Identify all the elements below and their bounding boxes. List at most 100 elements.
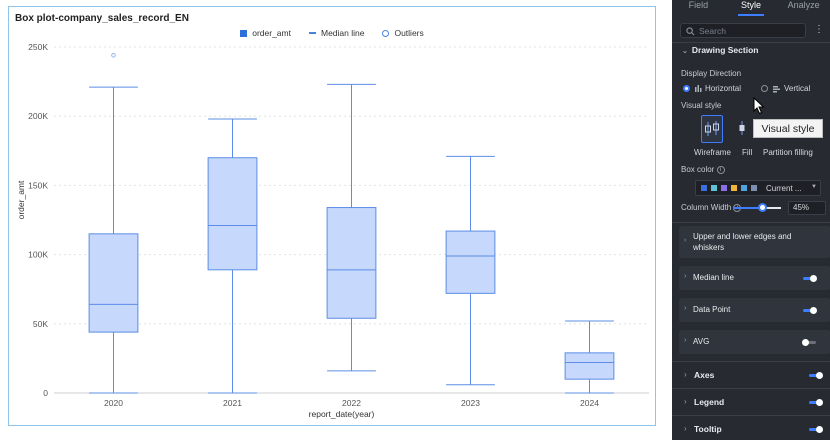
- group-data-point[interactable]: › Data Point: [679, 298, 830, 322]
- group-label: Median line: [693, 273, 734, 282]
- visual-style-fill[interactable]: [736, 115, 758, 143]
- slider-thumb[interactable]: [758, 203, 767, 212]
- group-label: Upper and lower edges and whiskers: [693, 232, 792, 252]
- box-color-label: Box color i: [681, 165, 725, 174]
- divider: [672, 361, 830, 362]
- legend-label: Outliers: [394, 28, 424, 38]
- legend-item-median-line[interactable]: Median line: [308, 28, 365, 38]
- info-icon[interactable]: i: [716, 165, 725, 174]
- horizontal-label[interactable]: Horizontal: [705, 84, 742, 93]
- divider: [672, 388, 830, 389]
- box-plot: 0 50K 100K 150K 200K 250K 2020 2021 2022 2023 2024…: [16, 42, 649, 419]
- group-label: AVG: [693, 337, 710, 346]
- vertical-label[interactable]: Vertical: [784, 84, 811, 93]
- palette-swatch: [711, 185, 717, 191]
- wireframe-icon: [705, 121, 719, 136]
- box: [88, 233, 139, 333]
- box-color-value: Current ...: [766, 184, 802, 193]
- sidebar-tabs: Field Style Analyze: [672, 0, 830, 16]
- chart-panel: Box plot-company_sales_record_EN order_a…: [8, 6, 656, 426]
- box-color-select[interactable]: Current ... ▼: [695, 180, 821, 196]
- divider: [672, 42, 830, 43]
- chart-legend: order_amt Median line Outliers: [9, 28, 655, 38]
- group-median-line[interactable]: › Median line: [679, 266, 830, 290]
- group-label: Data Point: [693, 305, 731, 314]
- visual-style-tooltip: Visual style: [753, 119, 823, 138]
- box: [564, 352, 615, 380]
- visual-style-label: Visual style: [681, 101, 722, 110]
- y-tick-label: 0: [43, 388, 48, 398]
- fill-caption: Fill: [742, 148, 753, 157]
- display-direction-label: Display Direction: [681, 69, 742, 78]
- avg-toggle[interactable]: [802, 338, 816, 346]
- chevron-right-icon: ›: [684, 273, 687, 280]
- section-label: Legend: [694, 397, 725, 407]
- search-placeholder: Search: [699, 26, 726, 36]
- legend-circle-icon: [382, 29, 390, 37]
- legend-item-outliers[interactable]: Outliers: [382, 28, 424, 38]
- legend-label: order_amt: [252, 28, 291, 38]
- legend-label: Median line: [320, 28, 365, 38]
- y-tick-label: 100K: [28, 250, 48, 260]
- section-tooltip[interactable]: › Tooltip: [672, 420, 830, 440]
- x-tick-label: 2023: [461, 398, 480, 408]
- slider-fill: [733, 207, 759, 209]
- legend-line-icon: [308, 32, 316, 34]
- more-options-icon[interactable]: ⋮: [814, 24, 824, 35]
- tab-field[interactable]: Field: [688, 0, 709, 10]
- fill-icon: [739, 121, 745, 135]
- median-line-toggle[interactable]: [803, 274, 817, 282]
- visual-style-wireframe[interactable]: [701, 115, 723, 143]
- chevron-down-icon: ⌄: [682, 48, 688, 55]
- chart-title: Box plot-company_sales_record_EN: [15, 13, 189, 24]
- palette-swatch: [731, 185, 737, 191]
- horizontal-chart-icon: [695, 85, 702, 92]
- box-color-text: Box color: [681, 165, 715, 174]
- tab-analyze[interactable]: Analyze: [787, 0, 820, 10]
- vertical-chart-icon: [773, 86, 780, 93]
- legend-item-order-amt[interactable]: order_amt: [240, 28, 291, 38]
- chevron-right-icon: ›: [684, 237, 687, 244]
- axes-toggle[interactable]: [809, 371, 823, 379]
- chevron-right-icon: ›: [684, 424, 687, 433]
- group-edges-whiskers[interactable]: › Upper and lower edges and whiskers: [679, 226, 830, 258]
- radio-vertical[interactable]: [761, 85, 768, 92]
- box: [445, 230, 496, 294]
- radio-horizontal[interactable]: [683, 85, 690, 92]
- section-label: Axes: [694, 370, 715, 380]
- divider: [672, 222, 830, 223]
- active-tab-indicator: [738, 14, 764, 16]
- tab-style[interactable]: Style: [741, 0, 762, 10]
- x-tick-label: 2024: [580, 398, 599, 408]
- wireframe-caption: Wireframe: [694, 148, 731, 157]
- x-axis-title: report_date(year): [309, 409, 375, 419]
- section-drawing[interactable]: ⌄ Drawing Section: [682, 45, 758, 55]
- column-width-text: Column Width: [681, 203, 732, 212]
- outlier-point: [111, 53, 116, 58]
- y-tick-label: 50K: [33, 319, 48, 329]
- palette-swatch: [701, 185, 707, 191]
- section-axes[interactable]: › Axes: [672, 366, 830, 386]
- tooltip-toggle[interactable]: [809, 425, 823, 433]
- y-tick-label: 150K: [28, 180, 48, 190]
- column-width-input[interactable]: 45%: [788, 201, 826, 215]
- section-label: Tooltip: [694, 424, 722, 434]
- partition-filling-caption: Partition filling: [763, 148, 813, 157]
- y-tick-label: 200K: [28, 111, 48, 121]
- data-point-toggle[interactable]: [803, 306, 817, 314]
- chevron-right-icon: ›: [684, 370, 687, 379]
- chevron-right-icon: ›: [684, 397, 687, 406]
- divider: [672, 415, 830, 416]
- x-tick-label: 2022: [342, 398, 361, 408]
- legend-square-icon: [240, 29, 248, 37]
- style-sidebar: Field Style Analyze Search ⋮ ⌄ Drawing Se…: [672, 0, 830, 440]
- section-legend[interactable]: › Legend: [672, 393, 830, 413]
- legend-toggle[interactable]: [809, 398, 823, 406]
- search-input[interactable]: Search: [680, 23, 806, 38]
- caret-down-icon: ▼: [811, 184, 817, 190]
- x-tick-label: 2020: [104, 398, 123, 408]
- cursor-icon: [753, 97, 765, 115]
- box: [207, 157, 258, 271]
- group-avg[interactable]: › AVG: [679, 330, 830, 354]
- y-tick-label: 250K: [28, 42, 48, 52]
